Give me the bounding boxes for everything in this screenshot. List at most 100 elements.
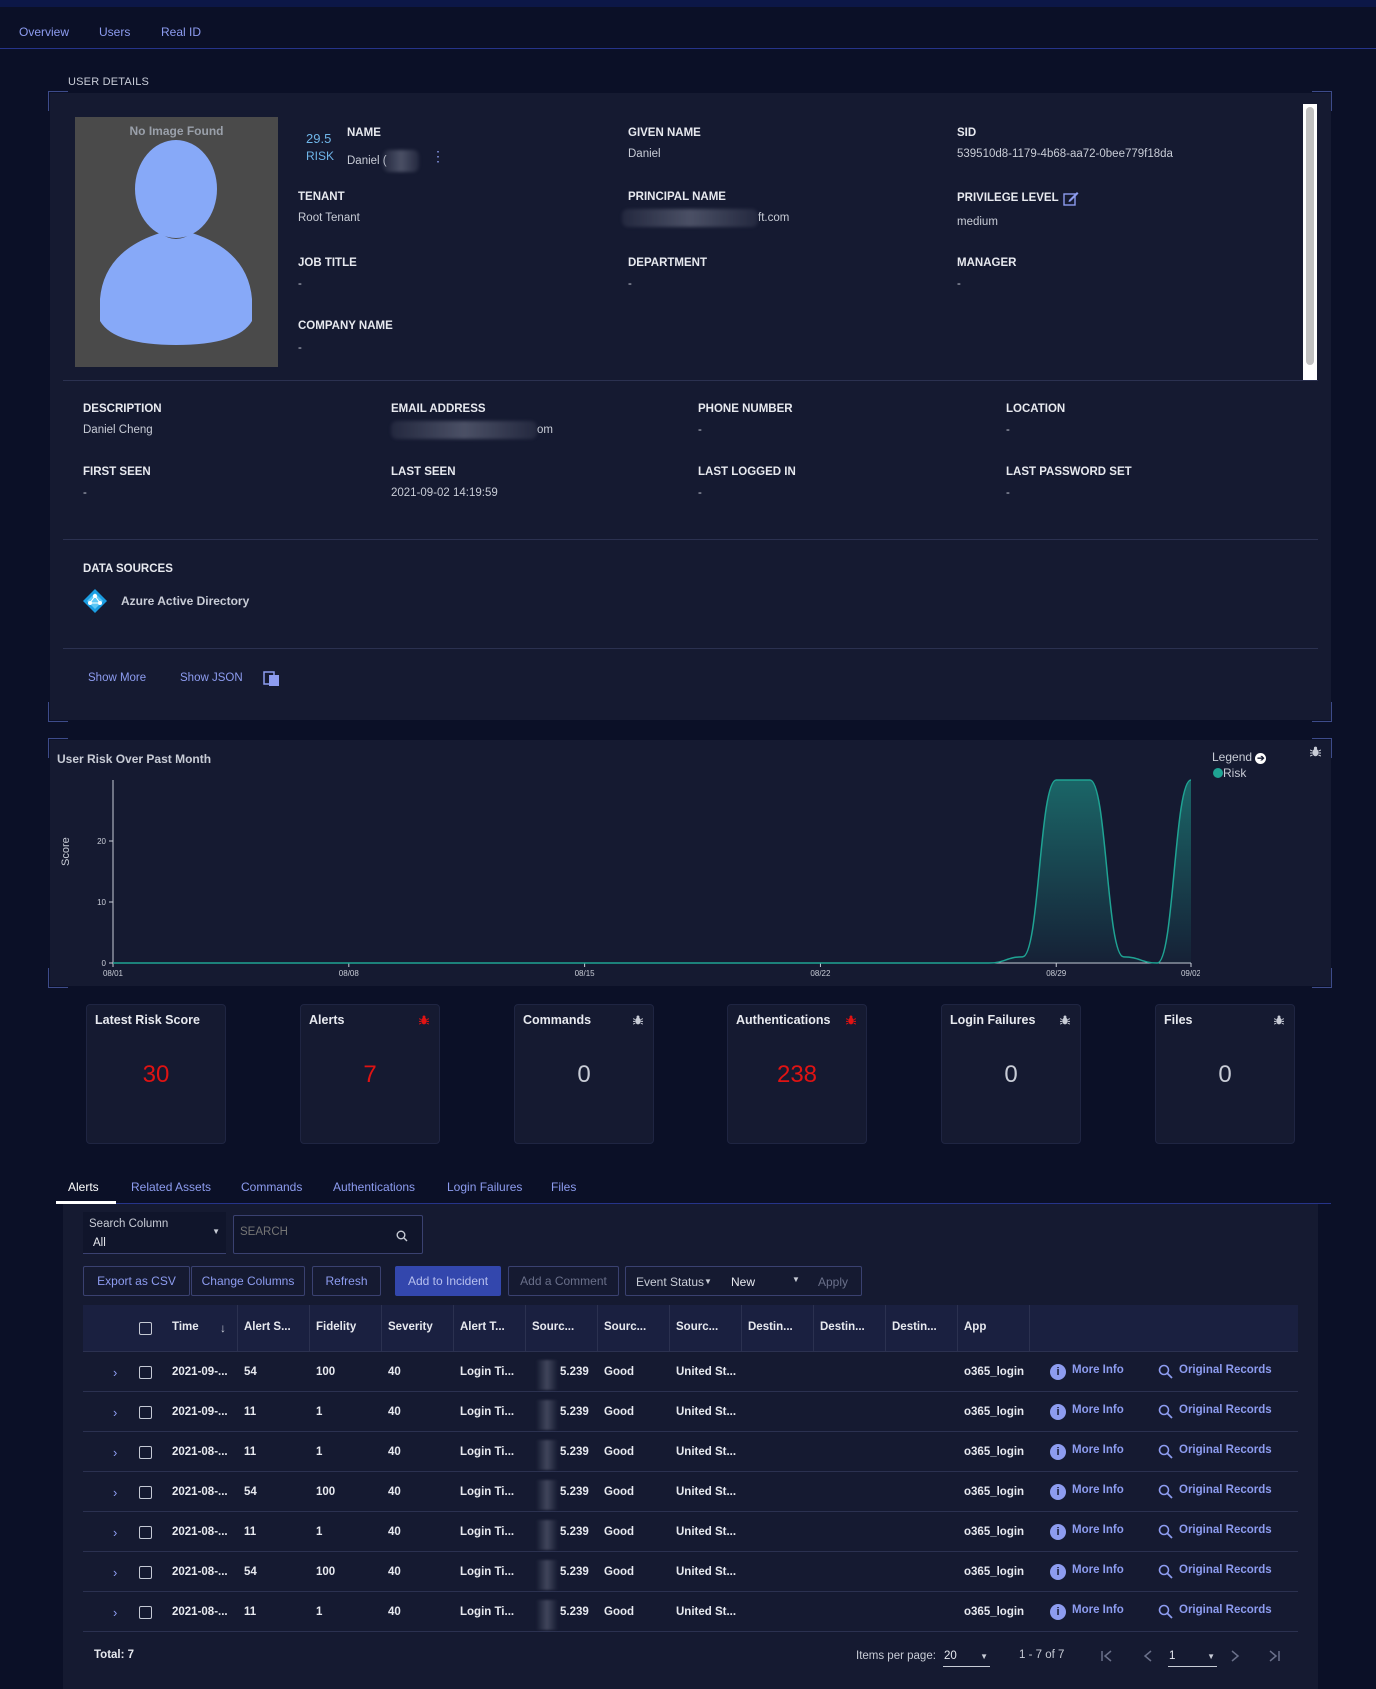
original-records-link[interactable]: Original Records bbox=[1179, 1404, 1272, 1416]
column-header-source-1[interactable]: Sourc... bbox=[532, 1321, 575, 1333]
stat-card-latest-risk-score[interactable]: Latest Risk Score 30 bbox=[86, 1004, 226, 1144]
column-header-alert-type[interactable]: Alert T... bbox=[460, 1321, 505, 1333]
column-header-fidelity[interactable]: Fidelity bbox=[316, 1321, 357, 1333]
more-info-link[interactable]: More Info bbox=[1072, 1524, 1124, 1536]
original-records-link[interactable]: Original Records bbox=[1179, 1484, 1272, 1496]
search-input[interactable] bbox=[240, 1226, 390, 1238]
expand-row-icon[interactable]: › bbox=[113, 1405, 118, 1420]
original-records-link[interactable]: Original Records bbox=[1179, 1564, 1272, 1576]
magnifier-icon[interactable] bbox=[1158, 1484, 1173, 1499]
tab-users[interactable]: Users bbox=[99, 25, 131, 39]
column-header-time[interactable]: Time bbox=[172, 1321, 199, 1333]
stat-card-authentications[interactable]: Authentications 238 bbox=[727, 1004, 867, 1144]
sort-arrow-down-icon[interactable]: ↓ bbox=[220, 1321, 226, 1335]
expand-row-icon[interactable]: › bbox=[113, 1565, 118, 1580]
more-info-link[interactable]: More Info bbox=[1072, 1444, 1124, 1456]
column-header-source-3[interactable]: Sourc... bbox=[676, 1321, 719, 1333]
legend-item-risk[interactable]: Risk bbox=[1213, 766, 1246, 780]
original-records-link[interactable]: Original Records bbox=[1179, 1524, 1272, 1536]
event-status-select[interactable]: Event Status▼ bbox=[636, 1275, 712, 1289]
stat-card-login-failures[interactable]: Login Failures 0 bbox=[941, 1004, 1081, 1144]
add-comment-button[interactable]: Add a Comment bbox=[508, 1266, 619, 1296]
search-column-select[interactable]: Search Column All ▼ bbox=[83, 1212, 226, 1254]
select-all-checkbox[interactable] bbox=[139, 1322, 152, 1335]
refresh-button[interactable]: Refresh bbox=[312, 1266, 381, 1296]
items-per-page-select[interactable]: 20 ▼ bbox=[943, 1643, 990, 1667]
legend-toggle[interactable]: Legend ➔ bbox=[1212, 750, 1267, 764]
search-icon[interactable] bbox=[396, 1230, 408, 1242]
table-row[interactable]: › 2021-09-... 11 1 40 Login Ti... 5.239 Good Uni… bbox=[83, 1392, 1298, 1432]
info-icon[interactable]: i bbox=[1050, 1444, 1066, 1460]
column-header-severity[interactable]: Severity bbox=[388, 1321, 433, 1333]
kebab-menu-icon[interactable]: ⋮ bbox=[431, 148, 445, 164]
details-scrollbar[interactable] bbox=[1303, 104, 1317, 380]
tab-alerts[interactable]: Alerts bbox=[68, 1180, 99, 1194]
tab-related-assets[interactable]: Related Assets bbox=[131, 1180, 212, 1194]
column-header-alert-score[interactable]: Alert S... bbox=[244, 1321, 291, 1333]
column-header-source-2[interactable]: Sourc... bbox=[604, 1321, 647, 1333]
magnifier-icon[interactable] bbox=[1158, 1404, 1173, 1419]
expand-row-icon[interactable]: › bbox=[113, 1525, 118, 1540]
original-records-link[interactable]: Original Records bbox=[1179, 1364, 1272, 1376]
column-header-destination-1[interactable]: Destin... bbox=[748, 1321, 793, 1333]
row-checkbox[interactable] bbox=[139, 1526, 152, 1539]
row-checkbox[interactable] bbox=[139, 1606, 152, 1619]
show-json-link[interactable]: Show JSON bbox=[180, 672, 243, 684]
tab-commands[interactable]: Commands bbox=[241, 1180, 303, 1194]
more-info-link[interactable]: More Info bbox=[1072, 1604, 1124, 1616]
tab-real-id[interactable]: Real ID bbox=[161, 25, 202, 39]
magnifier-icon[interactable] bbox=[1158, 1444, 1173, 1459]
export-csv-button[interactable]: Export as CSV bbox=[83, 1266, 190, 1296]
more-info-link[interactable]: More Info bbox=[1072, 1564, 1124, 1576]
table-row[interactable]: › 2021-08-... 11 1 40 Login Ti... 5.239 Good Uni… bbox=[83, 1432, 1298, 1472]
info-icon[interactable]: i bbox=[1050, 1404, 1066, 1420]
show-more-link[interactable]: Show More bbox=[88, 672, 147, 684]
row-checkbox[interactable] bbox=[139, 1446, 152, 1459]
info-icon[interactable]: i bbox=[1050, 1524, 1066, 1540]
stat-card-files[interactable]: Files 0 bbox=[1155, 1004, 1295, 1144]
magnifier-icon[interactable] bbox=[1158, 1564, 1173, 1579]
row-checkbox[interactable] bbox=[139, 1406, 152, 1419]
column-header-destination-3[interactable]: Destin... bbox=[892, 1321, 937, 1333]
table-row[interactable]: › 2021-08-... 11 1 40 Login Ti... 5.239 Good Uni… bbox=[83, 1512, 1298, 1552]
row-checkbox[interactable] bbox=[139, 1566, 152, 1579]
add-to-incident-button[interactable]: Add to Incident bbox=[395, 1266, 501, 1296]
column-header-app[interactable]: App bbox=[964, 1321, 987, 1333]
last-page-icon[interactable] bbox=[1267, 1650, 1281, 1662]
row-checkbox[interactable] bbox=[139, 1486, 152, 1499]
tab-login-failures[interactable]: Login Failures bbox=[447, 1180, 523, 1194]
next-page-icon[interactable] bbox=[1230, 1650, 1240, 1662]
original-records-link[interactable]: Original Records bbox=[1179, 1604, 1272, 1616]
magnifier-icon[interactable] bbox=[1158, 1604, 1173, 1619]
more-info-link[interactable]: More Info bbox=[1072, 1484, 1124, 1496]
expand-row-icon[interactable]: › bbox=[113, 1445, 118, 1460]
expand-row-icon[interactable]: › bbox=[113, 1485, 118, 1500]
copy-icon[interactable] bbox=[263, 670, 280, 687]
expand-row-icon[interactable]: › bbox=[113, 1365, 118, 1380]
original-records-link[interactable]: Original Records bbox=[1179, 1444, 1272, 1456]
bug-icon[interactable] bbox=[1310, 746, 1321, 757]
row-checkbox[interactable] bbox=[139, 1366, 152, 1379]
stat-card-alerts[interactable]: Alerts 7 bbox=[300, 1004, 440, 1144]
magnifier-icon[interactable] bbox=[1158, 1524, 1173, 1539]
tab-authentications[interactable]: Authentications bbox=[333, 1180, 416, 1194]
table-row[interactable]: › 2021-09-... 54 100 40 Login Ti... 5.239 Good U… bbox=[83, 1352, 1298, 1392]
info-icon[interactable]: i bbox=[1050, 1604, 1066, 1620]
prev-page-icon[interactable] bbox=[1143, 1650, 1153, 1662]
table-row[interactable]: › 2021-08-... 54 100 40 Login Ti... 5.239 Good U… bbox=[83, 1472, 1298, 1512]
scrollbar-thumb[interactable] bbox=[1306, 107, 1314, 365]
apply-button[interactable]: Apply bbox=[818, 1275, 849, 1289]
table-row[interactable]: › 2021-08-... 11 1 40 Login Ti... 5.239 Good Uni… bbox=[83, 1592, 1298, 1632]
search-box[interactable] bbox=[233, 1215, 423, 1254]
change-columns-button[interactable]: Change Columns bbox=[191, 1266, 305, 1296]
more-info-link[interactable]: More Info bbox=[1072, 1364, 1124, 1376]
info-icon[interactable]: i bbox=[1050, 1364, 1066, 1380]
page-select[interactable]: 1 ▼ bbox=[1168, 1643, 1217, 1667]
info-icon[interactable]: i bbox=[1050, 1564, 1066, 1580]
expand-row-icon[interactable]: › bbox=[113, 1605, 118, 1620]
event-status-value[interactable]: New bbox=[731, 1275, 756, 1289]
stat-card-commands[interactable]: Commands 0 bbox=[514, 1004, 654, 1144]
magnifier-icon[interactable] bbox=[1158, 1364, 1173, 1379]
column-header-destination-2[interactable]: Destin... bbox=[820, 1321, 865, 1333]
more-info-link[interactable]: More Info bbox=[1072, 1404, 1124, 1416]
